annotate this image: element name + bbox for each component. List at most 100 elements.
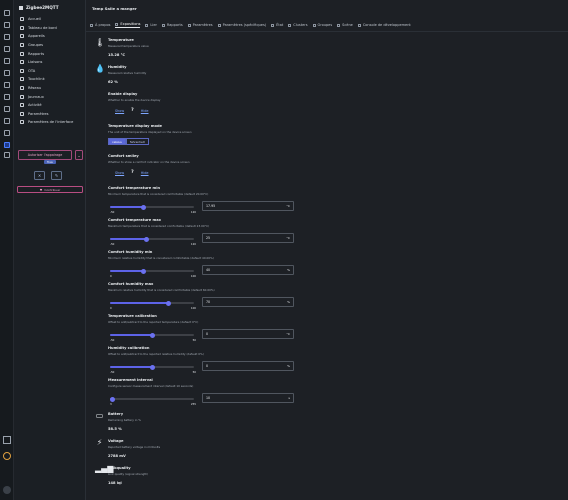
reports-icon <box>161 23 165 27</box>
input-value[interactable]: 70 <box>206 300 211 304</box>
tag-icon[interactable] <box>4 70 10 76</box>
feature-temperature: Temperature Measured temperature value 1… <box>108 38 149 57</box>
permit-join-group: Autoriser l'appairage ⌄ <box>18 150 84 164</box>
permit-join-target-badge[interactable]: Tous <box>44 160 56 164</box>
edit-button[interactable]: ✎ <box>51 171 62 180</box>
tab-console[interactable]: Console de développement <box>357 23 411 27</box>
input-unit: °C <box>286 332 290 336</box>
sidebar-item-appareils[interactable]: Appareils <box>20 32 73 41</box>
celsius-button[interactable]: celsius <box>108 138 126 145</box>
brand[interactable]: Zigbee2MQTT <box>19 5 59 10</box>
hat-icon[interactable] <box>4 152 10 158</box>
sidebar-item-parametres-interface[interactable]: Paramètres de l'interface <box>20 118 73 127</box>
enable-display-state: ? <box>131 108 134 113</box>
feature-comfort-hum-max: Comfort humidity max Maximum relative hum… <box>108 282 215 292</box>
slider-max: 255 <box>190 402 196 406</box>
gear-icon[interactable] <box>4 130 10 136</box>
tab-lier[interactable]: Lier <box>145 23 157 27</box>
sidebar-item-parametres[interactable]: Paramètres <box>20 110 73 119</box>
input-value[interactable]: 40 <box>206 268 211 272</box>
sidebar-item-tableau-de-bord[interactable]: Tableau de bord <box>20 24 73 33</box>
temp-calibration-slider[interactable]: -50 50 <box>108 332 196 342</box>
close-button[interactable]: ✕ <box>34 171 45 180</box>
sidebar-nav: Accueil Tableau de bord Appareils Groupe… <box>20 15 73 127</box>
contribute-button[interactable]: ♥ Contribuer <box>17 186 83 193</box>
comfort-hum-max-slider[interactable]: 0 100 <box>108 300 196 310</box>
hum-calibration-slider[interactable]: -50 50 <box>108 364 196 374</box>
slider-handle[interactable] <box>110 396 116 402</box>
comfort-temp-max-slider[interactable]: -50 120 <box>108 236 196 246</box>
tab-etat[interactable]: État <box>271 23 283 27</box>
network-icon <box>20 86 24 91</box>
slider-track <box>110 396 194 402</box>
sidebar-item-rapports[interactable]: Rapports <box>20 49 73 58</box>
list-icon[interactable] <box>4 34 10 40</box>
tab-divider <box>86 31 568 32</box>
comfort-temp-min-slider[interactable]: -50 120 <box>108 204 196 214</box>
measurement-interval-input[interactable]: 10 s <box>202 393 294 403</box>
avatar[interactable] <box>3 486 11 494</box>
hammer-icon[interactable] <box>3 436 11 444</box>
slider-handle[interactable] <box>166 300 172 306</box>
desktop-icon[interactable] <box>4 10 10 16</box>
comfort-hum-max-input[interactable]: 70% <box>202 297 294 307</box>
tab-a-propos[interactable]: À propos <box>90 23 110 27</box>
input-value[interactable]: 10 <box>206 396 211 400</box>
sidebar-item-accueil[interactable]: Accueil <box>20 15 73 24</box>
zigbee-icon[interactable] <box>4 142 10 148</box>
tab-groupes[interactable]: Groupes <box>312 23 332 27</box>
sidebar-item-ota[interactable]: OTA <box>20 67 73 76</box>
slider-handle[interactable] <box>144 236 150 242</box>
heart-icon: ♥ <box>39 187 43 192</box>
sidebar-item-journaux[interactable]: Journaux <box>20 92 73 101</box>
link-icon <box>145 23 149 27</box>
sidebar-item-groupes[interactable]: Groupes <box>20 41 73 50</box>
tab-parametres[interactable]: Paramètres <box>187 23 213 27</box>
slider-fill <box>110 238 147 240</box>
lock-icon[interactable] <box>4 118 10 124</box>
tab-expositions[interactable]: Expositions <box>115 22 141 28</box>
input-value[interactable]: 0 <box>206 332 209 336</box>
wrench-icon[interactable] <box>4 106 10 112</box>
slider-handle[interactable] <box>141 268 147 274</box>
grid-icon[interactable] <box>4 22 10 28</box>
comfort-smiley-hide-link[interactable]: Hide <box>140 170 149 175</box>
comfort-hum-min-slider[interactable]: 0 100 <box>108 268 196 278</box>
tab-scene[interactable]: Scène <box>337 23 353 27</box>
comfort-temp-max-input[interactable]: 25 °C <box>202 233 294 243</box>
notification-icon[interactable] <box>3 452 11 460</box>
input-unit: % <box>287 364 290 368</box>
layers-icon[interactable] <box>4 46 10 52</box>
sidebar-item-liaisons[interactable]: Liaisons <box>20 58 73 67</box>
window-icon[interactable] <box>4 82 10 88</box>
groups-icon <box>20 43 24 48</box>
enable-display-show-link[interactable]: Show <box>115 108 125 113</box>
enable-display-hide-link[interactable]: Hide <box>140 108 149 113</box>
page-title: Temp Salle a manger <box>92 6 137 11</box>
temp-calibration-input[interactable]: 0 °C <box>202 329 294 339</box>
sidebar-item-reseau[interactable]: Réseau <box>20 84 73 93</box>
tab-parametres-specifiques[interactable]: Paramètres (spécifiques) <box>217 23 266 27</box>
chevron-down-icon[interactable]: ⌄ <box>75 150 83 160</box>
input-value[interactable]: 25 <box>206 236 211 240</box>
slider-handle[interactable] <box>149 364 155 370</box>
input-value[interactable]: 17.95 <box>206 204 216 208</box>
hum-calibration-input[interactable]: 0% <box>202 361 294 371</box>
tab-rapports[interactable]: Rapports <box>161 23 183 27</box>
comfort-smiley-show-link[interactable]: Show <box>115 170 125 175</box>
measurement-interval-slider[interactable]: 3 255 <box>108 396 196 406</box>
sidebar-item-activite[interactable]: Activité <box>20 101 73 110</box>
comfort-hum-min-input[interactable]: 40% <box>202 265 294 275</box>
sidebar-item-touchlink[interactable]: Touchlink <box>20 75 73 84</box>
comfort-temp-min-input[interactable]: 17.95 °C <box>202 201 294 211</box>
slider-handle[interactable] <box>141 204 147 210</box>
slider-handle[interactable] <box>149 332 155 338</box>
slider-min: -50 <box>110 210 115 214</box>
chart-icon[interactable] <box>4 94 10 100</box>
tab-clusters[interactable]: Clusters <box>288 23 308 27</box>
fahrenheit-button[interactable]: fahrenheit <box>125 138 149 145</box>
touchlink-icon <box>20 77 24 82</box>
permit-join-button[interactable]: Autoriser l'appairage <box>18 150 72 160</box>
box-icon[interactable] <box>4 58 10 64</box>
input-value[interactable]: 0 <box>206 364 209 368</box>
